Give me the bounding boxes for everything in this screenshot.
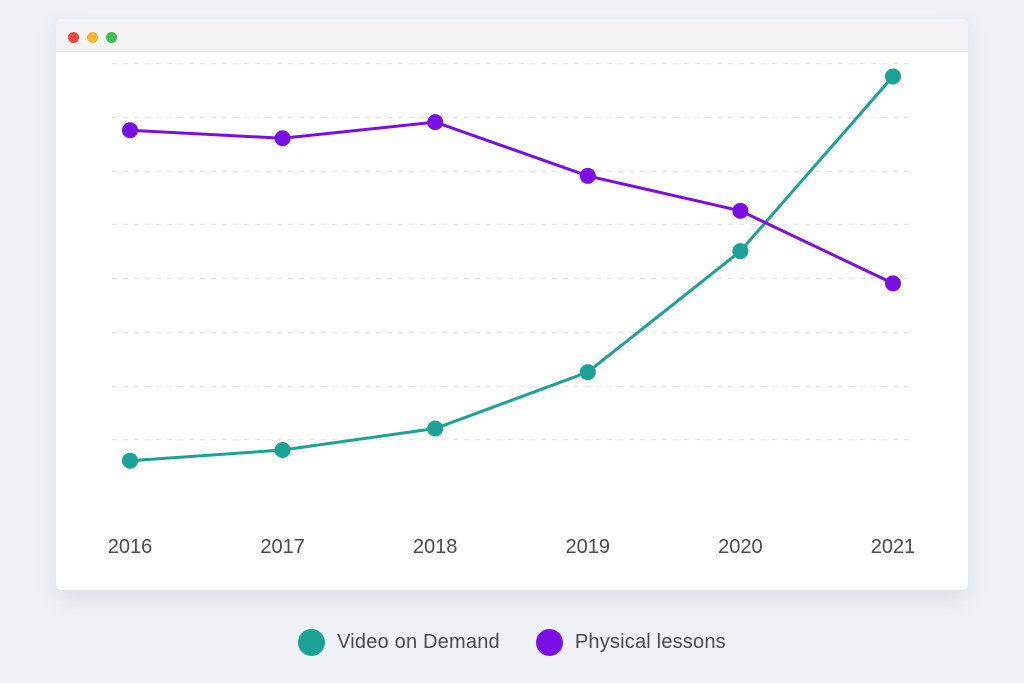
data-point-physical-lessons-2017[interactable]: [274, 130, 291, 147]
legend-swatch-video-on-demand: [298, 628, 326, 656]
window-titlebar: [56, 19, 968, 52]
data-point-physical-lessons-2018[interactable]: [427, 114, 444, 131]
series-line-video-on-demand: [128, 74, 895, 463]
x-tick-label: 2018: [413, 536, 458, 558]
data-point-physical-lessons-2020[interactable]: [732, 202, 749, 219]
chart-grid: [112, 62, 914, 441]
data-point-video-on-demand-2021[interactable]: [885, 68, 901, 85]
data-point-physical-lessons-2019[interactable]: [579, 167, 596, 184]
line-chart: 2016 2017 2018 2019 2020 2021: [108, 62, 916, 558]
chart-legend: Video on Demand Physical lessons: [0, 622, 1024, 662]
chart-points: [122, 68, 901, 469]
series-line-physical-lessons: [128, 120, 895, 285]
data-point-physical-lessons-2021[interactable]: [885, 275, 901, 292]
minimize-dot-icon[interactable]: [87, 32, 98, 43]
data-point-video-on-demand-2018[interactable]: [427, 420, 444, 437]
data-point-video-on-demand-2017[interactable]: [274, 442, 291, 458]
chart-window: 2016 2017 2018 2019 2020 2021: [56, 19, 968, 590]
x-tick-label: 2016: [108, 536, 153, 558]
x-tick-label: 2019: [566, 536, 611, 558]
maximize-dot-icon[interactable]: [106, 32, 117, 43]
x-axis-ticks: 2016 2017 2018 2019 2020 2021: [108, 536, 916, 558]
legend-swatch-physical-lessons: [535, 628, 563, 656]
legend-label-video-on-demand: Video on Demand: [337, 630, 500, 653]
x-tick-label: 2021: [871, 536, 916, 558]
data-point-video-on-demand-2019[interactable]: [579, 364, 596, 381]
close-dot-icon[interactable]: [68, 32, 79, 43]
legend-item-video-on-demand[interactable]: Video on Demand: [298, 628, 500, 656]
x-tick-label: 2017: [260, 536, 305, 558]
legend-label-physical-lessons: Physical lessons: [574, 630, 726, 653]
data-point-video-on-demand-2020[interactable]: [732, 243, 749, 260]
x-tick-label: 2020: [718, 536, 763, 558]
legend-item-physical-lessons[interactable]: Physical lessons: [535, 628, 726, 656]
chart-series: [128, 74, 895, 463]
data-point-physical-lessons-2016[interactable]: [122, 122, 138, 139]
data-point-video-on-demand-2016[interactable]: [122, 452, 138, 469]
